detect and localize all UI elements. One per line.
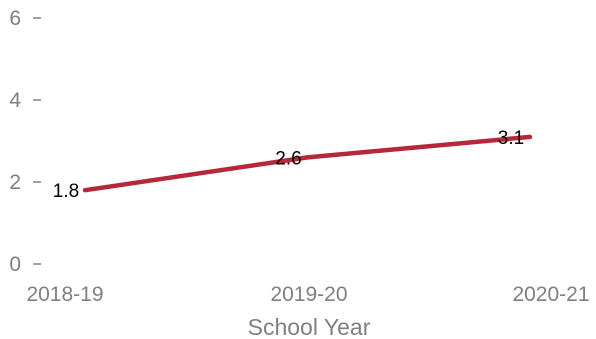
- y-tick-label: 4: [9, 89, 21, 112]
- series-layer: [82, 134, 533, 193]
- data-label: 1.8: [53, 181, 79, 202]
- y-axis: 0 2 4 6: [9, 7, 41, 276]
- data-point: [82, 188, 88, 193]
- y-tick-label: 0: [9, 253, 21, 276]
- y-tick-label: 6: [9, 7, 21, 30]
- x-axis-title: School Year: [248, 314, 371, 339]
- x-tick-label: 2018-19: [26, 283, 103, 306]
- x-tick-label: 2020-21: [512, 283, 589, 306]
- data-point: [527, 134, 533, 140]
- data-label: 3.1: [498, 128, 524, 149]
- y-tick-label: 2: [9, 171, 21, 194]
- x-axis: 2018-19 2019-20 2020-21: [26, 283, 589, 306]
- data-point: [305, 155, 310, 160]
- data-label-layer: 1.8 2.6 3.1: [53, 128, 524, 202]
- series-line: [84, 134, 531, 193]
- data-label: 2.6: [275, 148, 301, 169]
- x-tick-label: 2019-20: [270, 283, 347, 306]
